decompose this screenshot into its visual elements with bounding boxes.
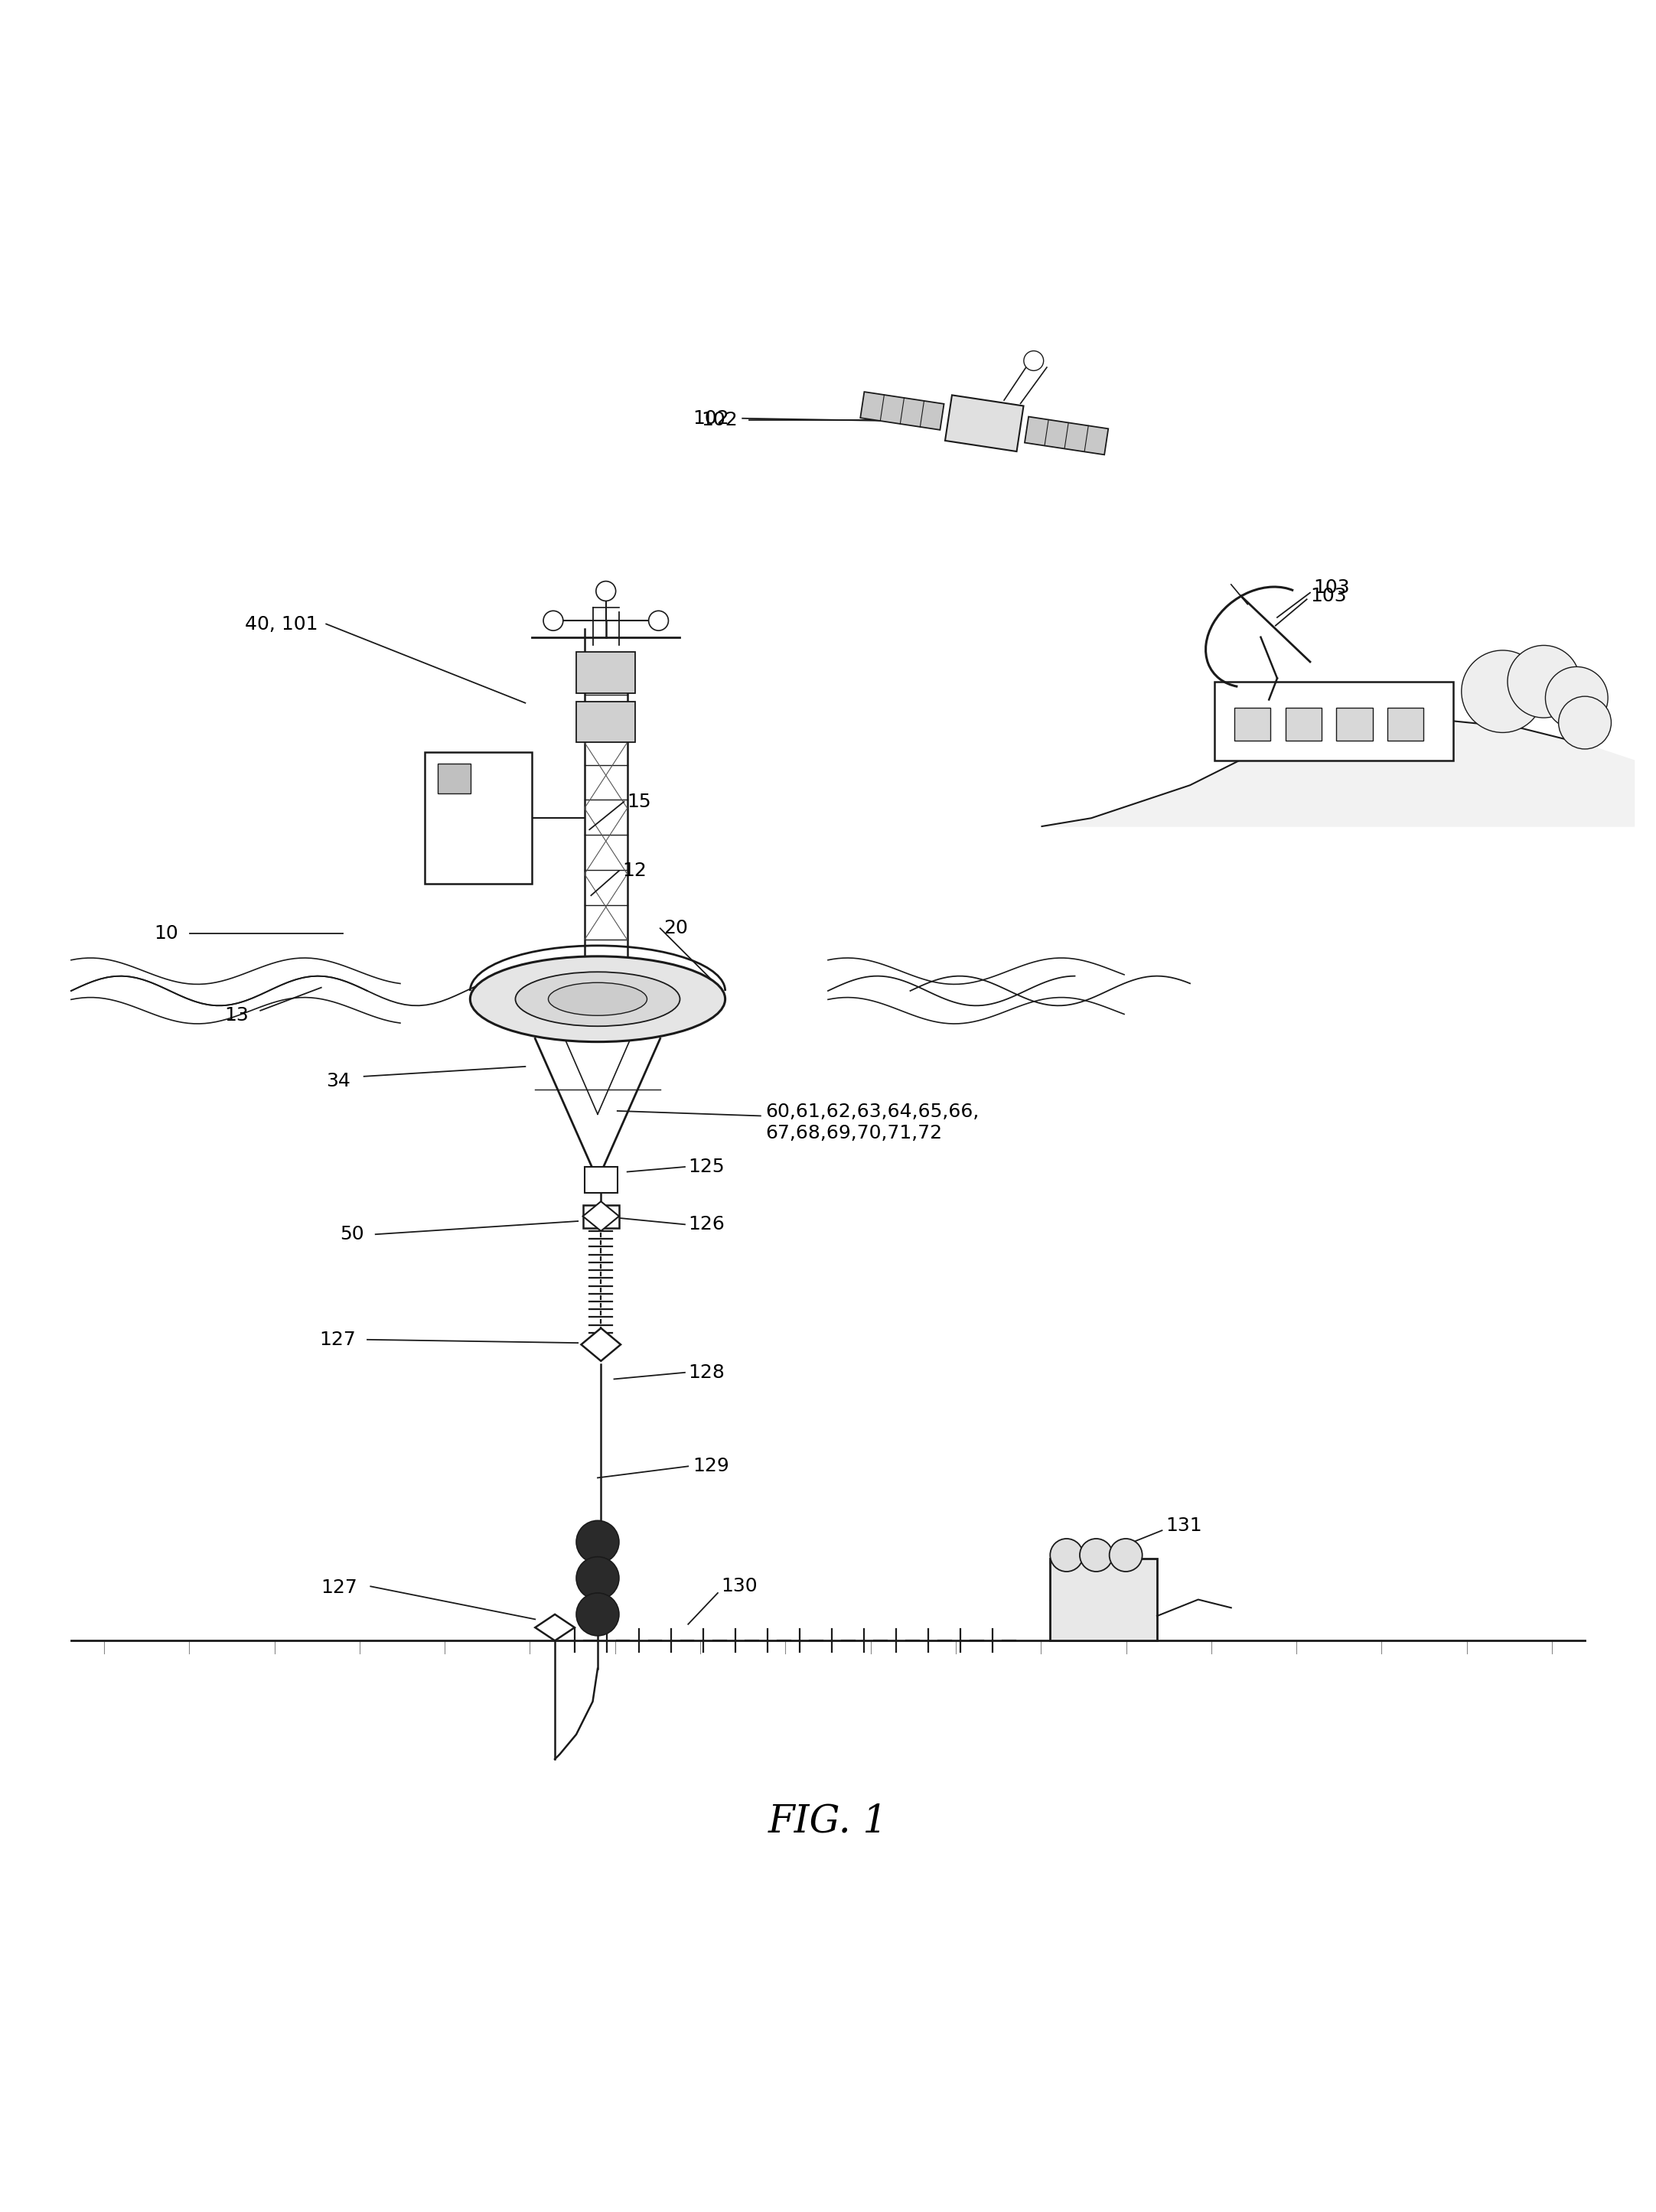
Polygon shape [1025, 416, 1108, 456]
Text: 20: 20 [664, 920, 687, 938]
Text: 129: 129 [694, 1458, 730, 1475]
Ellipse shape [548, 982, 647, 1015]
Text: 102: 102 [700, 411, 737, 429]
Text: FIG. 1: FIG. 1 [768, 1803, 888, 1840]
Circle shape [576, 1593, 619, 1635]
Bar [585, 1168, 618, 1192]
Text: 34: 34 [326, 1073, 351, 1091]
Bar [1234, 708, 1270, 741]
Text: 130: 130 [720, 1577, 757, 1595]
Bar [426, 752, 532, 885]
Circle shape [596, 582, 616, 602]
Ellipse shape [515, 971, 681, 1026]
Circle shape [1110, 1540, 1143, 1571]
Bar [576, 653, 636, 692]
Text: 102: 102 [692, 409, 729, 427]
Text: 60,61,62,63,64,65,66,
67,68,69,70,71,72: 60,61,62,63,64,65,66, 67,68,69,70,71,72 [765, 1104, 979, 1141]
Bar [1050, 1559, 1158, 1641]
Text: 125: 125 [689, 1157, 725, 1177]
Circle shape [1462, 650, 1543, 732]
Polygon shape [581, 1327, 621, 1360]
Text: 128: 128 [689, 1363, 725, 1382]
Polygon shape [583, 1201, 619, 1232]
Bar [1388, 708, 1424, 741]
Bar [1336, 708, 1373, 741]
Bar [1214, 681, 1454, 761]
Text: 127: 127 [321, 1579, 358, 1597]
Polygon shape [861, 392, 944, 429]
Text: 40, 101: 40, 101 [245, 615, 318, 633]
Bar [583, 1206, 619, 1228]
Polygon shape [535, 1615, 575, 1641]
Text: 131: 131 [1166, 1515, 1202, 1535]
Ellipse shape [470, 956, 725, 1042]
Text: 103: 103 [1310, 586, 1346, 606]
Text: 15: 15 [628, 792, 651, 812]
Text: 103: 103 [1313, 580, 1350, 597]
Text: 127: 127 [320, 1329, 356, 1349]
Circle shape [576, 1520, 619, 1564]
Text: 50: 50 [339, 1225, 364, 1243]
Circle shape [1558, 697, 1611, 750]
Circle shape [1050, 1540, 1083, 1571]
Circle shape [649, 611, 669, 630]
Circle shape [1507, 646, 1580, 717]
Polygon shape [946, 396, 1023, 451]
Text: 12: 12 [623, 860, 647, 880]
Circle shape [1023, 352, 1043, 372]
Text: 13: 13 [225, 1006, 248, 1024]
Bar [439, 763, 470, 794]
Text: 10: 10 [154, 925, 179, 942]
Polygon shape [1042, 719, 1634, 827]
Bar [1285, 708, 1321, 741]
Circle shape [576, 1557, 619, 1599]
Circle shape [1545, 666, 1608, 730]
Circle shape [543, 611, 563, 630]
Circle shape [1080, 1540, 1113, 1571]
Bar [576, 701, 636, 743]
Text: 126: 126 [689, 1214, 725, 1234]
